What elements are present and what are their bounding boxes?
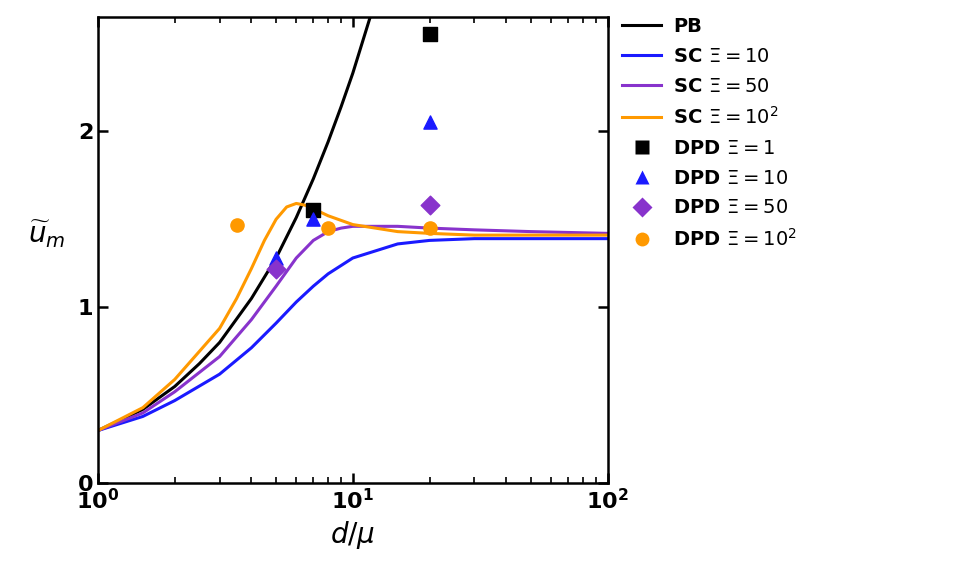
- Point: [320, 224, 336, 233]
- Legend: PB, SC $\Xi = 10$, SC $\Xi = 50$, SC $\Xi = 10^2$, DPD $\Xi = 1$, DPD $\Xi = 10$: PB, SC $\Xi = 10$, SC $\Xi = 50$, SC $\X…: [622, 17, 797, 250]
- Y-axis label: $\widetilde{u}_m$: $\widetilde{u}_m$: [28, 219, 66, 250]
- Point: [421, 224, 437, 233]
- Point: [421, 201, 437, 210]
- Point: [421, 30, 437, 39]
- Point: [269, 264, 284, 273]
- Point: [306, 206, 321, 215]
- Point: [421, 118, 437, 127]
- Point: [269, 253, 284, 262]
- Point: [306, 215, 321, 224]
- Point: [228, 220, 244, 229]
- X-axis label: $d/\mu$: $d/\mu$: [330, 519, 375, 551]
